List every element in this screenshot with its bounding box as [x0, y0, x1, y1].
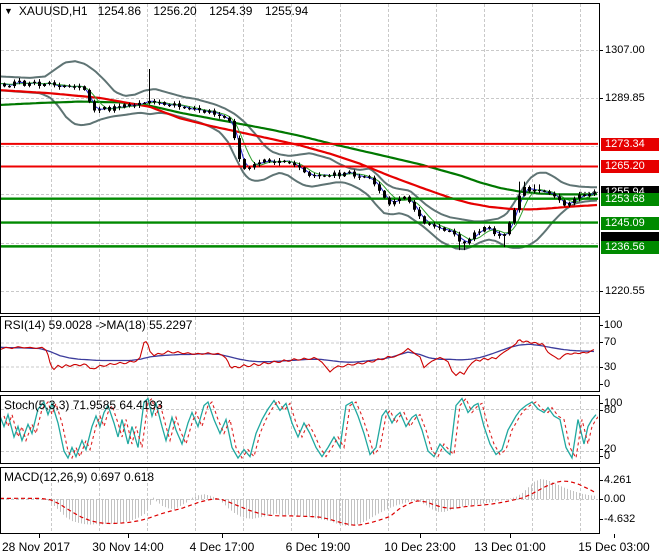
price-level-badge: 1245.09 — [601, 217, 659, 230]
price-level-badge: 1265.20 — [601, 160, 659, 173]
time-axis-label: 30 Nov 14:00 — [92, 540, 164, 554]
symbol-period-label: XAUUSD,H1 — [18, 4, 88, 18]
macd-scale-label: -4.632 — [604, 513, 636, 525]
time-axis-label: 28 Nov 2017 — [2, 540, 71, 554]
rsi-scale-label: 0 — [604, 378, 611, 390]
stoch-scale-label: 100 — [604, 397, 623, 409]
chart-title: ▼ XAUUSD,H1 1254.86 1256.20 1254.39 1255… — [4, 4, 317, 18]
time-axis-label: 6 Dec 19:00 — [285, 540, 351, 554]
stoch-scale-label: 20 — [604, 443, 617, 455]
close-value: 1255.94 — [264, 4, 309, 18]
rsi-scale-label: 30 — [604, 361, 617, 373]
time-axis-label: 13 Dec 01:00 — [474, 540, 546, 554]
stoch-scale-label: 80 — [604, 404, 617, 416]
price-scale-label: 1307.00 — [605, 44, 645, 56]
low-value: 1254.39 — [209, 4, 253, 18]
stoch-indicator-header: Stoch(5,3,3) 71.9585 64.4193 — [4, 398, 163, 412]
open-value: 1254.86 — [97, 4, 141, 18]
macd-scale-label: 4.261 — [604, 474, 632, 486]
price-scale-label: 1220.55 — [605, 285, 645, 297]
time-axis-label: 10 Dec 23:00 — [384, 540, 456, 554]
time-axis-label: 15 Dec 03:00 — [578, 540, 650, 554]
rsi-scale-label: 100 — [604, 319, 623, 331]
high-value: 1256.20 — [153, 4, 197, 18]
price-level-badge: 1236.56 — [601, 241, 659, 254]
stoch-scale-label: 0 — [604, 450, 611, 462]
ohlc-values: 1254.86 1256.20 1254.39 1255.94 — [98, 4, 318, 18]
macd-indicator-header: MACD(12,26,9) 0.697 0.618 — [4, 470, 155, 484]
time-axis-label: 4 Dec 17:00 — [189, 540, 255, 554]
macd-scale-label: 0.00 — [604, 493, 626, 505]
collapse-chart-icon[interactable]: ▼ — [4, 6, 13, 16]
price-level-badge: 1273.34 — [601, 138, 659, 151]
price-level-badge: 1253.68 — [601, 193, 659, 206]
rsi-indicator-header: RSI(14) 59.0028 ->MA(18) 55.2297 — [4, 318, 193, 332]
rsi-scale-label: 70 — [604, 336, 617, 348]
price-scale-label: 1289.85 — [605, 92, 645, 104]
